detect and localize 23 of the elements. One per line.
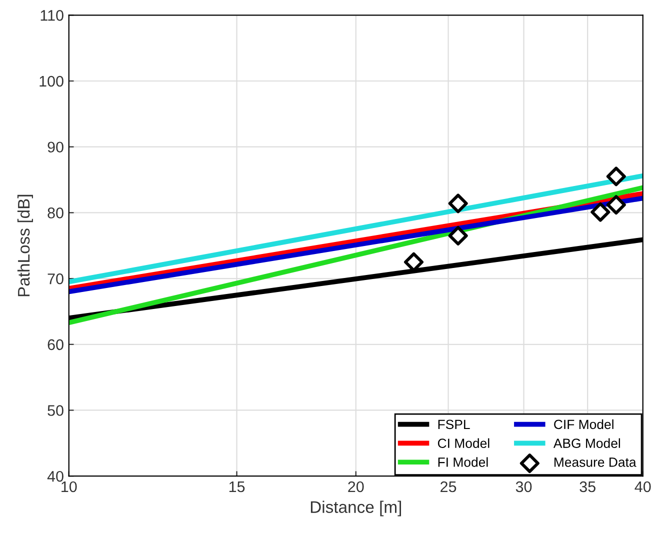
y-tick-label: 70	[48, 273, 64, 284]
x-tick-label: 15	[229, 482, 245, 492]
x-tick-label: 30	[516, 481, 532, 492]
legend-label: FI Model	[438, 457, 488, 467]
x-tick-label: 20	[348, 481, 364, 492]
y-tick-label: 100	[40, 76, 64, 87]
y-tick-label: 110	[40, 10, 64, 21]
legend-label: CI Model	[438, 438, 490, 448]
x-axis-title: Distance [m]	[310, 500, 402, 516]
y-axis-title: PathLoss [dB]	[17, 194, 33, 296]
x-tick-label: 25	[440, 481, 456, 492]
y-tick-label: 60	[48, 339, 64, 350]
x-tick-label: 40	[634, 481, 651, 492]
y-tick-label: 80	[48, 208, 64, 218]
legend-label: ABG Model	[553, 438, 620, 448]
legend-label: CIF Model	[554, 419, 614, 430]
y-tick-label: 40	[47, 470, 64, 482]
y-tick-label: 50	[48, 405, 64, 416]
legend-label: FSPL	[438, 420, 470, 430]
y-tick-label: 90	[48, 142, 64, 153]
x-tick-label: 10	[62, 481, 77, 492]
x-tick-label: 35	[580, 481, 596, 492]
legend-label: Measure Data	[554, 458, 636, 467]
